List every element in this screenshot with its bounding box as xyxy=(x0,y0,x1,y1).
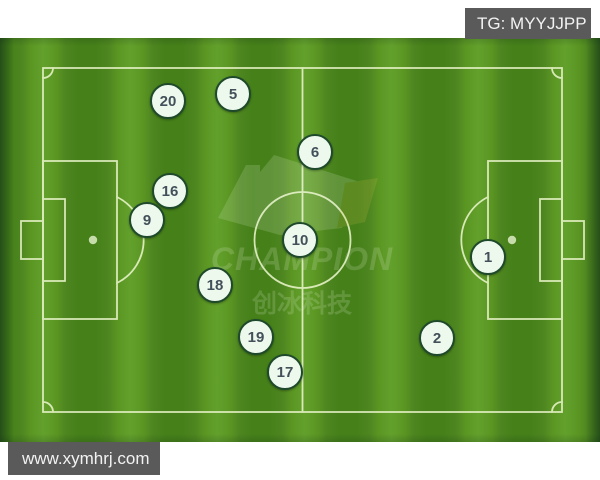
svg-text:创冰科技: 创冰科技 xyxy=(251,290,352,318)
